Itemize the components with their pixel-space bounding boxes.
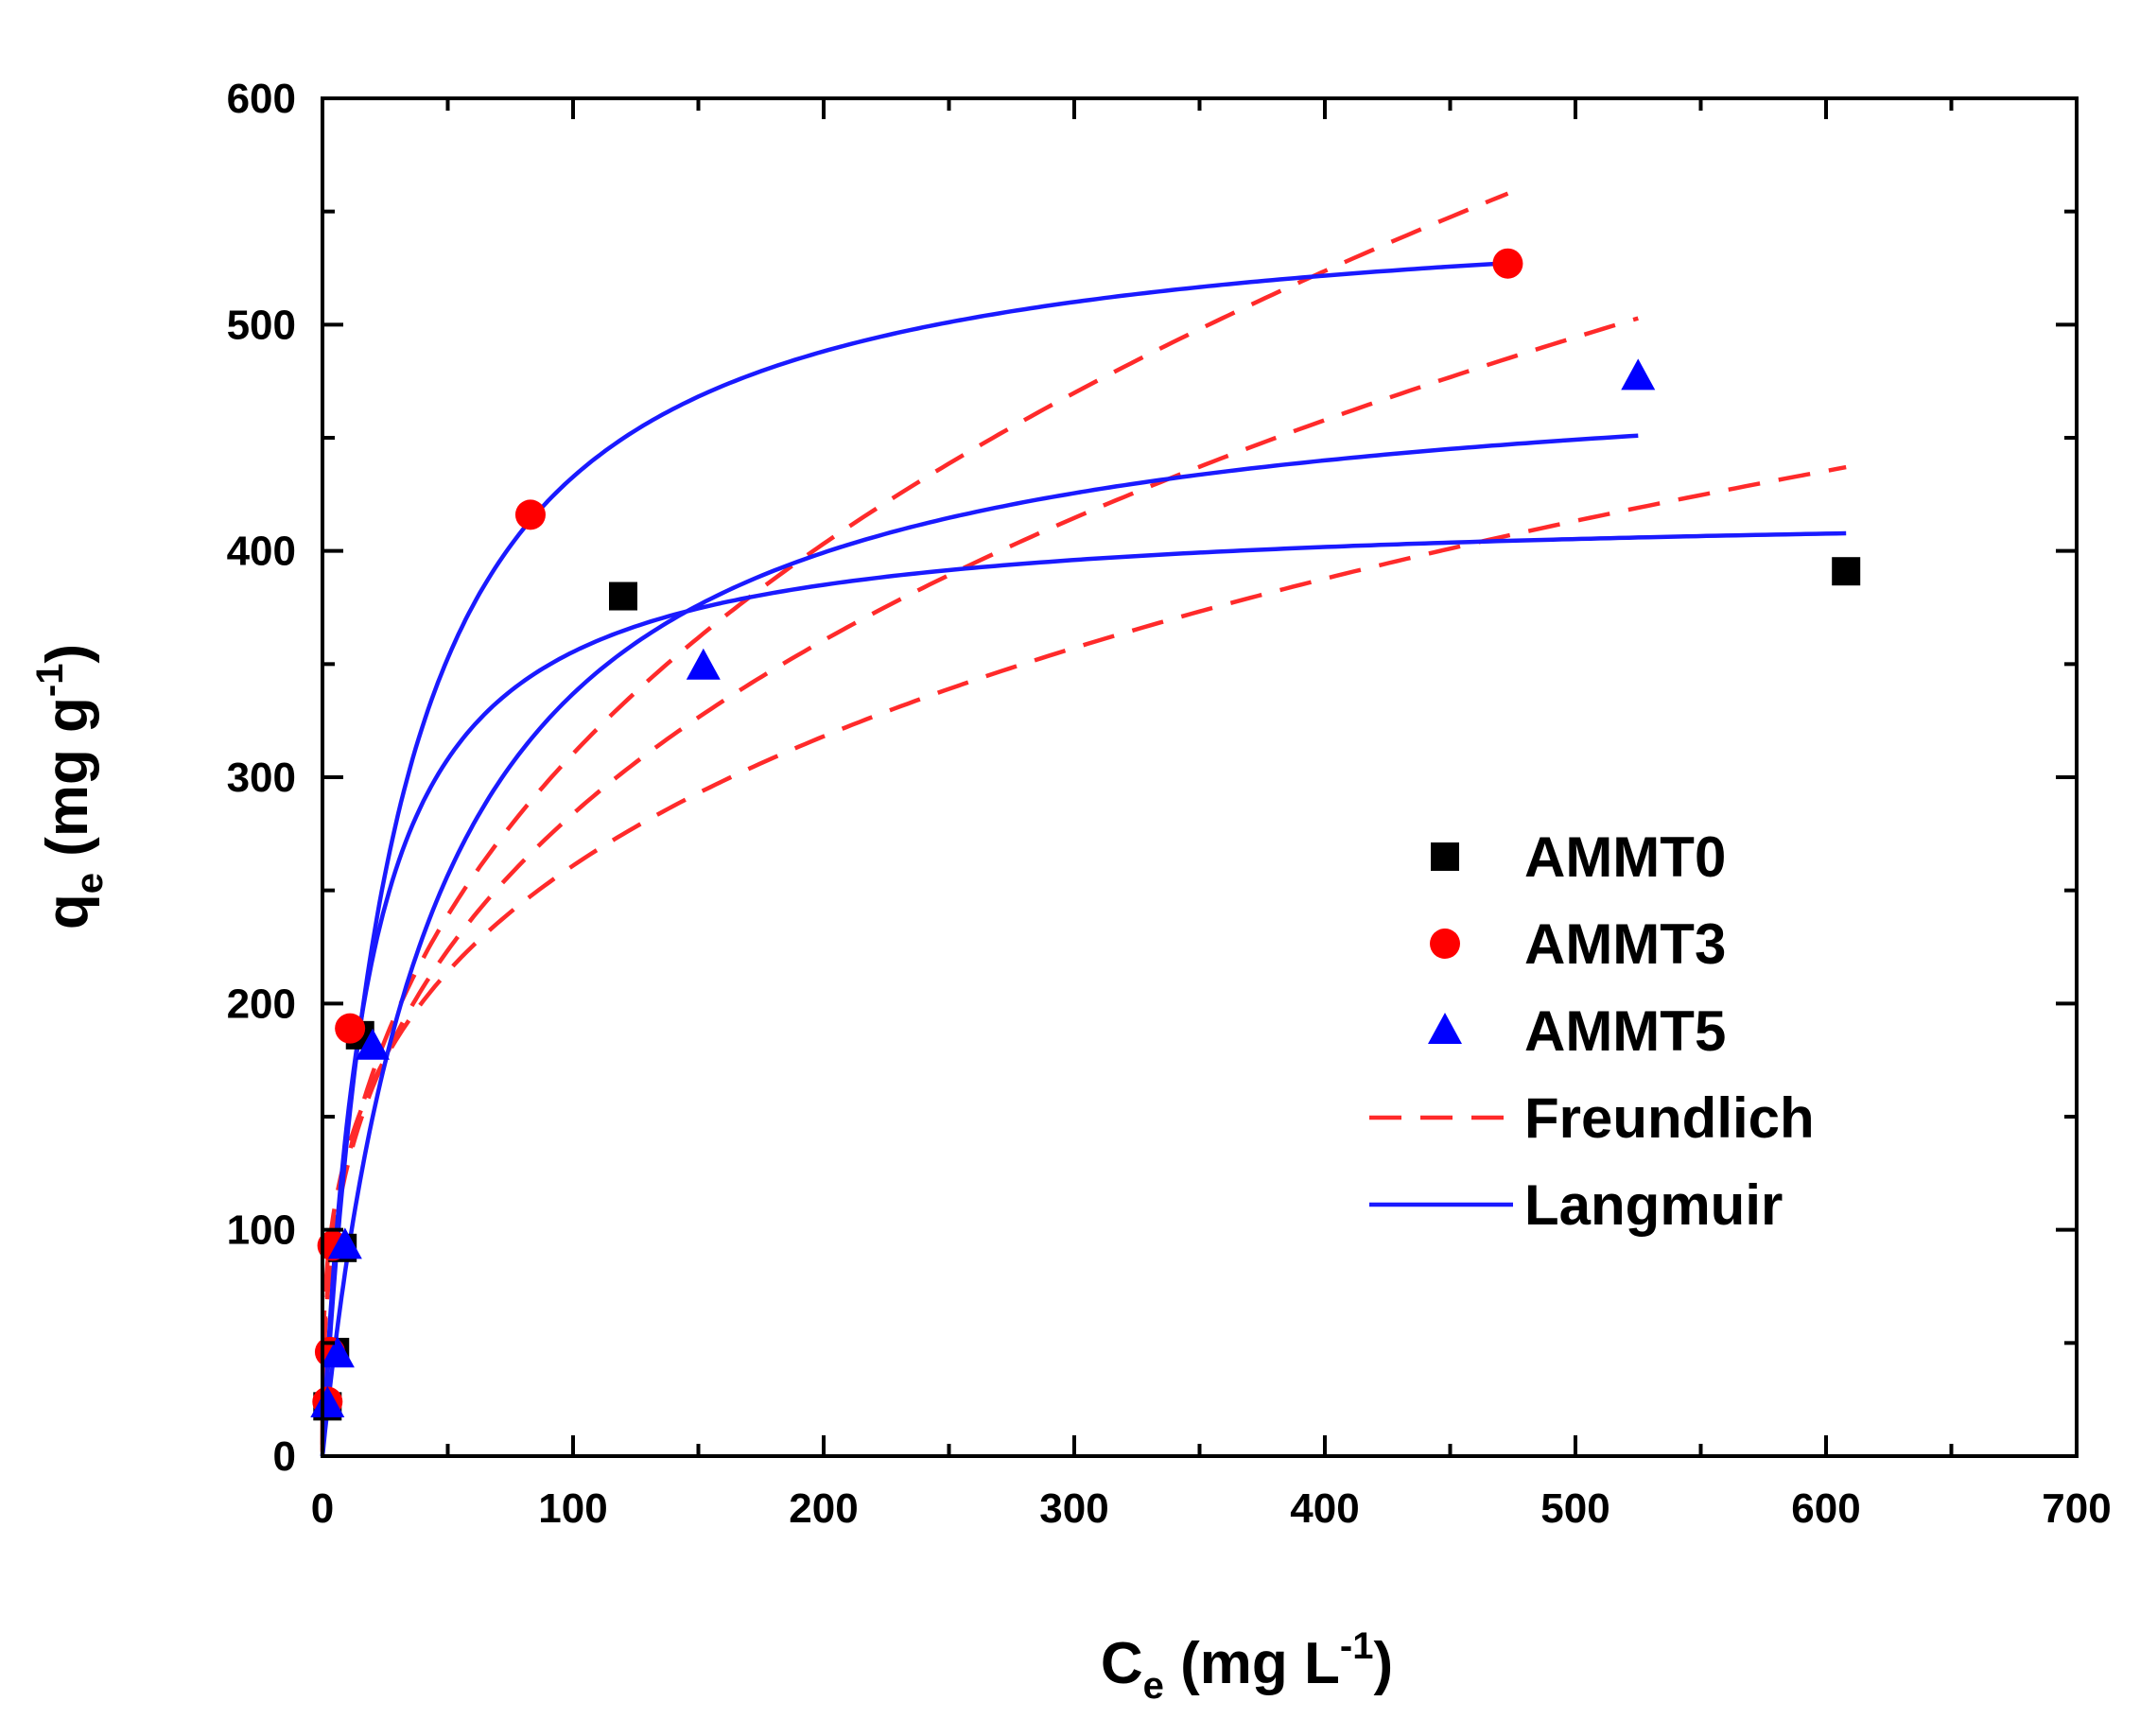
data-point-ammt5 — [310, 1385, 345, 1417]
data-point-ammt3 — [514, 499, 546, 530]
data-markers — [310, 248, 1861, 1421]
legend-item-ammt3: AMMT3 — [1430, 912, 1726, 976]
legend-label: AMMT3 — [1524, 912, 1726, 976]
langmuir-curve-ammt3 — [320, 260, 1508, 1457]
legend-label: Freundlich — [1524, 1086, 1815, 1150]
x-axis-title-sub: e — [1143, 1665, 1164, 1707]
y-axis-title-unit: (mg g — [35, 697, 100, 873]
x-axis-title-main: C — [1101, 1631, 1143, 1696]
y-tick-label: 100 — [227, 1207, 296, 1254]
langmuir-curve-ammt5 — [320, 433, 1639, 1457]
legend-item-langmuir: Langmuir — [1369, 1173, 1783, 1237]
data-point-ammt5 — [686, 648, 721, 680]
x-tick-label: 600 — [1791, 1485, 1860, 1532]
legend-swatch-ammt5 — [1428, 1013, 1462, 1044]
x-tick-label: 700 — [2042, 1485, 2111, 1532]
data-point-ammt5 — [320, 1336, 355, 1368]
legend: AMMT0 AMMT3 AMMT5 Freundlich Langmuir — [1369, 825, 1815, 1237]
y-tick-label: 200 — [227, 981, 296, 1027]
data-point-ammt0 — [1832, 557, 1861, 586]
freundlich-curve-ammt3 — [320, 191, 1509, 1453]
legend-item-ammt5: AMMT5 — [1428, 999, 1726, 1063]
x-axis-title-unit-end: ) — [1373, 1631, 1393, 1696]
legend-item-freundlich: Freundlich — [1369, 1086, 1815, 1150]
x-tick-label: 400 — [1290, 1485, 1359, 1532]
y-axis-title-main: q — [35, 894, 100, 929]
fit-curves — [320, 191, 1847, 1457]
legend-swatch-ammt3 — [1430, 929, 1460, 959]
x-tick-label: 300 — [1039, 1485, 1108, 1532]
x-axis-title: Ce (mg L-1) — [1101, 1625, 1393, 1707]
x-axis-title-sup: -1 — [1340, 1625, 1374, 1667]
y-tick-label: 0 — [273, 1433, 296, 1480]
langmuir-curve-ammt0 — [320, 530, 1847, 1457]
x-axis-title-unit: (mg L — [1164, 1631, 1340, 1696]
data-point-ammt3 — [335, 1013, 366, 1044]
axis-ticks — [321, 96, 2079, 1458]
legend-label: Langmuir — [1524, 1173, 1783, 1237]
x-tick-label: 0 — [311, 1485, 334, 1532]
legend-label: AMMT0 — [1524, 825, 1726, 889]
y-tick-label: 300 — [227, 755, 296, 801]
freundlich-curve-ammt5 — [320, 316, 1639, 1451]
plot-frame — [321, 96, 2079, 1458]
data-point-ammt0 — [609, 582, 637, 611]
y-axis-title: qe (mg g-1) — [29, 644, 111, 929]
data-point-ammt5 — [356, 1028, 390, 1060]
x-tick-label: 100 — [538, 1485, 607, 1532]
data-point-ammt5 — [327, 1227, 362, 1259]
y-axis-title-sub: e — [69, 873, 111, 894]
data-point-ammt3 — [1492, 248, 1523, 279]
y-axis-title-sup: -1 — [29, 663, 71, 697]
y-tick-label: 600 — [227, 76, 296, 122]
legend-swatch-ammt0 — [1431, 842, 1459, 871]
x-tick-label: 500 — [1540, 1485, 1609, 1532]
y-tick-labels: 0 100 200 300 400 500 600 — [227, 76, 296, 1480]
y-axis-title-unit-end: ) — [35, 644, 100, 664]
legend-label: AMMT5 — [1524, 999, 1726, 1063]
y-tick-label: 400 — [227, 529, 296, 575]
data-point-ammt5 — [1621, 358, 1656, 391]
legend-item-ammt0: AMMT0 — [1431, 825, 1726, 889]
x-tick-labels: 0 100 200 300 400 500 600 700 — [311, 1485, 2112, 1532]
x-tick-label: 200 — [789, 1485, 858, 1532]
y-tick-label: 500 — [227, 302, 296, 348]
